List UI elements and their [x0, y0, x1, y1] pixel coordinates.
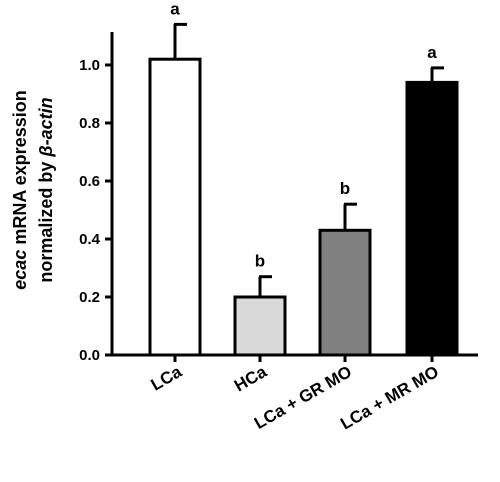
- bar-4: [405, 80, 459, 357]
- y-axis-title-text1: mRNA expression: [10, 90, 30, 249]
- significance-label-3: b: [340, 179, 350, 198]
- y-axis-title-reference: β-actin: [36, 97, 56, 157]
- bar-3: [318, 228, 372, 357]
- svg-text:normalized by β-actin: normalized by β-actin: [36, 97, 56, 282]
- y-axis-title-gene: ecac: [10, 250, 30, 290]
- significance-label-4: a: [427, 43, 437, 62]
- y-axis-title: ecac mRNA expression normalized by β-act…: [10, 90, 56, 289]
- y-tick-label-4: 0.8: [79, 115, 100, 132]
- significance-label-2: b: [255, 252, 265, 271]
- bar-1: [148, 57, 202, 357]
- x-tick-label-1: LCa: [148, 362, 186, 395]
- y-tick-label-2: 0.4: [79, 231, 101, 248]
- svg-text:ecac mRNA expression: ecac mRNA expression: [10, 90, 30, 289]
- y-axis-title-text2: normalized by: [36, 157, 56, 283]
- x-tick-label-2: HCa: [231, 362, 270, 396]
- y-tick-label-3: 0.6: [79, 173, 100, 190]
- y-tick-label-0: 0.0: [79, 347, 100, 364]
- y-tick-label-1: 0.2: [79, 289, 100, 306]
- significance-label-1: a: [170, 0, 180, 18]
- bar-2: [233, 295, 287, 357]
- x-tick-label-4: LCa + MR MO: [337, 362, 442, 433]
- y-tick-label-5: 1.0: [79, 57, 100, 74]
